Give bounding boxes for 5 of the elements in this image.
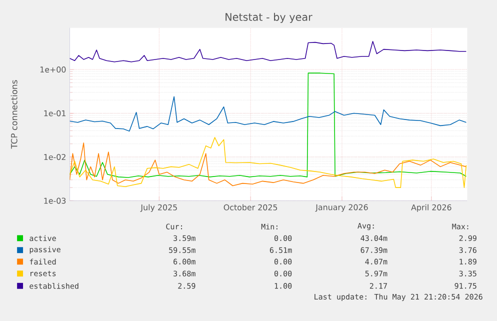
line-series	[70, 96, 467, 132]
y-axis-title: TCP connections	[10, 80, 18, 149]
line-series	[70, 41, 467, 62]
line-series	[70, 72, 467, 178]
chart-title: Netstat - by year	[226, 12, 312, 23]
